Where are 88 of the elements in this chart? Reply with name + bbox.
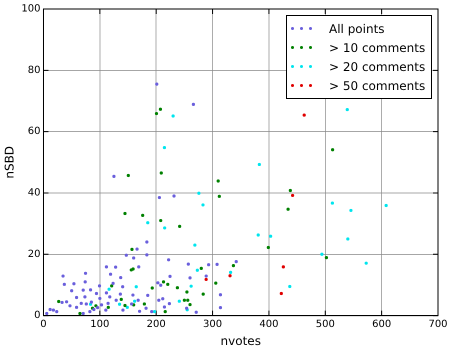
point [290,194,294,198]
point [202,292,205,296]
x-tick-label: 600 [372,319,392,330]
y-tick-label: 100 [21,4,40,15]
point [349,208,353,212]
point [266,246,270,250]
point [126,174,130,178]
point [130,248,134,251]
point [160,171,163,175]
x-tick-label: 700 [428,319,448,330]
point [200,266,203,270]
point [162,146,166,150]
x-tick-label: 100 [90,319,110,330]
point [185,290,189,294]
point [201,203,205,207]
x-tick-label: 400 [259,319,278,330]
y-axis-title: nSBD [2,146,16,179]
legend-label: > 20 comments [329,60,426,74]
x-tick-label: 200 [146,319,166,330]
point [172,114,175,118]
legend-label: All points [329,22,385,36]
point [166,282,170,286]
point [324,256,328,260]
point [176,286,179,290]
point [280,292,283,296]
legend-label: > 50 comments [329,78,426,92]
point [106,306,110,309]
point [288,188,292,192]
point [256,233,260,237]
point [126,306,129,309]
x-axis-title: nvotes [220,334,261,348]
y-tick-label: 80 [28,64,40,76]
point [141,214,144,217]
point [282,265,285,268]
point [152,310,156,314]
point [228,274,232,278]
point [384,204,388,208]
x-tick-label: 300 [203,319,222,330]
point [214,282,218,285]
legend-label: > 10 comments [329,40,426,54]
point [286,208,290,211]
point [216,179,220,183]
point [142,302,146,306]
point [346,108,349,112]
point [258,162,261,166]
point [331,148,334,152]
point [190,284,193,288]
point [120,298,123,301]
x-tick-label: 500 [316,319,335,330]
point [123,212,127,216]
point [182,298,186,302]
point [193,243,196,247]
point [158,108,162,111]
point [330,201,334,205]
point [159,218,162,222]
y-tick-label: 0 [34,310,40,322]
point [146,221,150,224]
point [107,288,111,291]
point [162,280,166,284]
point [154,112,158,116]
y-tick-label: 60 [28,126,40,138]
y-tick-label: 20 [28,248,40,260]
point [302,113,306,117]
point [163,226,166,230]
point [269,234,272,238]
point [364,262,368,265]
point [123,304,127,308]
point [232,264,236,268]
y-tick-label: 40 [28,188,40,199]
point [188,302,192,306]
point [196,268,199,272]
point [78,312,82,316]
point [186,298,190,302]
point [346,237,350,241]
point [57,300,60,304]
point [164,310,167,314]
point [178,300,181,303]
point [218,194,221,198]
point [133,300,136,303]
point [178,224,182,228]
point [320,252,324,256]
point [229,270,232,274]
point [134,285,138,288]
point [118,302,122,306]
point [288,284,292,288]
point [197,192,200,195]
point [150,286,154,290]
point [204,278,208,282]
